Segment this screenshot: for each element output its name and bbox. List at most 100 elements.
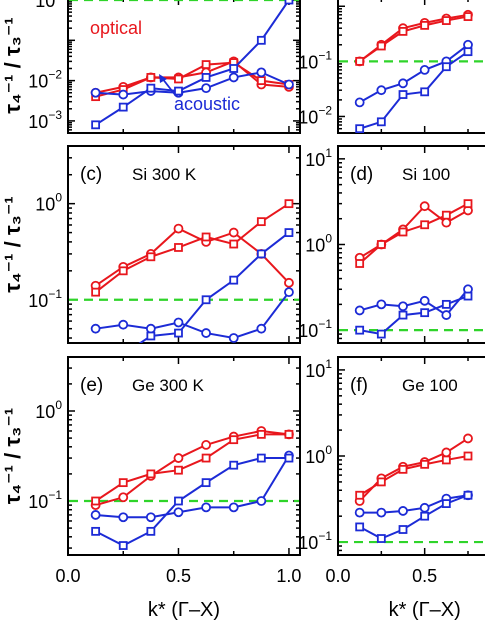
- panel-c-ylabel: τ₄⁻¹ / τ₃⁻¹: [0, 196, 25, 293]
- panel-a-series-line: [95, 0, 290, 126]
- panel-c-point: [91, 287, 101, 297]
- panel-e-point: [118, 512, 129, 523]
- panel-e-data: [90, 426, 294, 550]
- panel-f-ytick-label-text: 10−1: [298, 529, 332, 553]
- panel-d-point: [398, 227, 408, 237]
- panel-b-point: [398, 90, 408, 99]
- panel-a-point: [201, 83, 211, 94]
- panel-e-point: [229, 435, 239, 445]
- panel-f-label: (f): [350, 375, 368, 396]
- panel-d-point: [354, 305, 365, 316]
- panel-e-point: [146, 469, 156, 479]
- panel-c-ytick-label-exponent: −1: [48, 287, 62, 301]
- panel-f-point: [376, 534, 386, 543]
- panel-b-ytick-label: 10−1: [298, 48, 332, 72]
- panel-b-point: [376, 41, 386, 51]
- panel-c-ytick-label-text: 10−1: [28, 287, 62, 311]
- annotation-optical: optical: [90, 18, 142, 38]
- panel-d-point: [398, 310, 408, 320]
- panel-a-point: [284, 79, 294, 90]
- annotation-acoustic-arrowhead: [159, 74, 167, 83]
- panel-d-point: [355, 259, 365, 268]
- panel-a-point: [229, 64, 239, 73]
- panel-d-label: (d): [350, 164, 373, 185]
- panel-e-point: [174, 465, 183, 475]
- panel-c-label: (c): [80, 164, 102, 185]
- panel-a-point: [174, 86, 183, 96]
- panel-d-point: [376, 299, 387, 310]
- panel-d-point: [376, 240, 386, 249]
- panel-a-ytick-label-base: 10: [28, 72, 48, 92]
- panel-e-point: [146, 526, 156, 536]
- panel-e-xlabel: k* (Γ–X): [148, 599, 220, 621]
- panel-b-point: [355, 124, 365, 133]
- panel-c-point: [256, 217, 266, 227]
- panel-d-ytick-label-exponent: 1: [325, 146, 332, 160]
- panel-e-ytick-label-exponent: −1: [48, 488, 62, 502]
- panel-c-series-line: [95, 202, 290, 293]
- panel-c-point: [92, 347, 99, 354]
- panel-c-point: [284, 277, 294, 288]
- panel-d-point: [441, 210, 451, 220]
- panel-a-ytick-label-exponent: −2: [48, 68, 62, 82]
- panel-c-ytick-label-base: 10: [28, 291, 48, 311]
- panel-f-title: Ge 100: [402, 376, 458, 395]
- panel-e-point: [145, 512, 156, 523]
- panel-e-title: Ge 300 K: [132, 376, 204, 395]
- panel-f-data: [354, 433, 473, 543]
- panel-e-point: [228, 502, 239, 513]
- panel-a-frame: [67, 0, 301, 134]
- panel-a: 10−310−2100opticalacousticτ₄⁻¹ / τ₃⁻¹: [0, 0, 301, 134]
- panel-a-ytick-label-base: 10: [35, 0, 55, 11]
- panel-c-point: [118, 266, 128, 276]
- panel-b-ytick-label-exponent: −1: [318, 48, 332, 62]
- annotation-acoustic-arrow: [161, 77, 177, 97]
- panel-c-point: [173, 317, 184, 328]
- panel-a-ytick-label-text: 10−2: [28, 68, 62, 92]
- panel-e-point: [174, 496, 183, 506]
- panel-c-point: [256, 249, 266, 259]
- panel-b-point: [376, 117, 386, 127]
- panel-d-ytick-label-base: 10: [298, 321, 318, 341]
- panel-a-data: [90, 0, 294, 130]
- panel-c-point: [174, 328, 183, 338]
- panel-c-point: [201, 232, 211, 242]
- panel-c-point: [229, 275, 239, 285]
- panel-e-point: [118, 478, 128, 488]
- panel-c-point: [284, 287, 294, 298]
- panel-f-point: [355, 490, 365, 500]
- panel-f-point: [398, 464, 408, 474]
- panel-b-point: [419, 65, 430, 75]
- panel-f-ytick-label-base: 10: [305, 361, 325, 381]
- panel-c-title: Si 300 K: [132, 165, 197, 184]
- panel-a-ytick-label-text: 10−3: [28, 108, 62, 132]
- panel-b-ytick-label-text: 10−2: [298, 103, 332, 127]
- panel-b-ytick-label: 10−2: [298, 103, 332, 127]
- panel-a-point: [91, 120, 101, 130]
- panel-e-point: [91, 496, 101, 506]
- panel-e-frame: [67, 356, 301, 556]
- panel-b-series-line: [359, 15, 469, 63]
- panel-f-point: [441, 499, 451, 508]
- panel-b-point: [441, 16, 451, 25]
- panel-f-point: [355, 522, 365, 532]
- panel-d-ytick-label-base: 10: [305, 236, 325, 256]
- panel-d-point: [463, 291, 473, 301]
- panel-d-ytick-label-text: 101: [305, 146, 332, 170]
- panel-b-series-line: [359, 50, 469, 130]
- panel-e-point: [118, 541, 128, 550]
- panel-b-point: [420, 87, 430, 97]
- panel-f-ytick-label-exponent: 0: [325, 443, 332, 457]
- panel-b-point: [354, 97, 365, 108]
- panel-d-point: [420, 220, 430, 230]
- panel-d-ytick-label-text: 100: [305, 232, 332, 256]
- panel-a-series-line: [95, 61, 290, 98]
- panel-c-data: [90, 199, 294, 354]
- panel-f-xtick-label: 0.5: [412, 566, 437, 586]
- panel-a-ytick-label-text: 100: [35, 0, 62, 11]
- panel-d-ytick-label-exponent: 0: [325, 232, 332, 246]
- panel-e-point: [90, 510, 101, 520]
- panel-c-point: [229, 239, 239, 249]
